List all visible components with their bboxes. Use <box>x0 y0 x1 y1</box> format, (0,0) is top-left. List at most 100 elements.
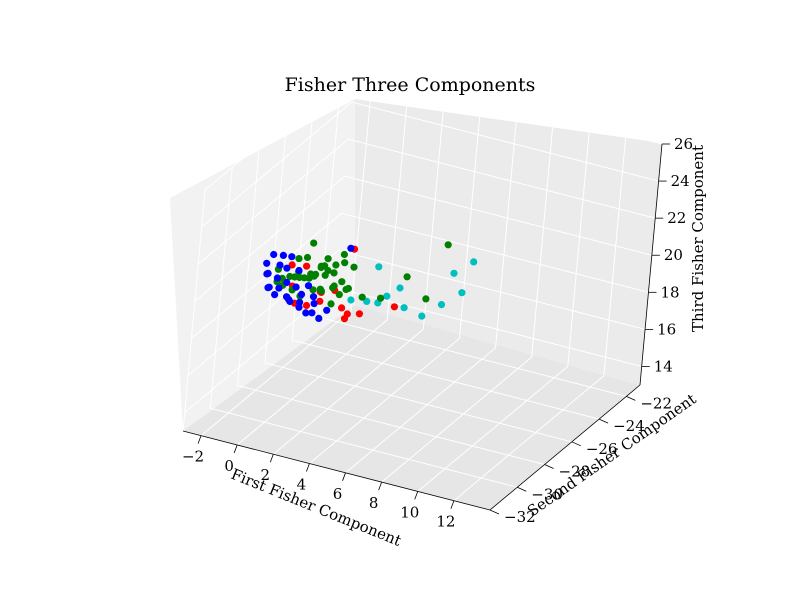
data-point-blue <box>275 284 283 292</box>
x-tick-label: 2 <box>261 466 271 484</box>
data-point-cyan <box>383 292 391 300</box>
grid-line <box>197 138 349 265</box>
y-tick-label: −26 <box>586 440 618 458</box>
data-point-cyan <box>470 258 478 266</box>
grid-line <box>201 101 352 228</box>
data-point-blue <box>283 264 291 272</box>
data-point-red <box>316 297 324 305</box>
x-tick-mark <box>342 472 346 481</box>
grid-line <box>200 310 352 437</box>
z-tick-label: 18 <box>660 283 679 301</box>
data-point-red <box>355 310 363 318</box>
grid-line <box>386 78 410 320</box>
y-axis-line <box>489 384 641 511</box>
data-point-blue <box>315 314 323 322</box>
data-point-blue <box>263 259 271 267</box>
data-point-blue <box>288 253 296 261</box>
data-point-blue <box>295 266 303 275</box>
data-point-cyan <box>347 296 355 304</box>
grid-line <box>422 88 446 330</box>
grid-line <box>567 125 591 367</box>
data-point-cyan <box>450 269 458 277</box>
data-point-blue <box>309 293 318 301</box>
grid-line <box>210 407 518 488</box>
data-point-green <box>377 294 385 302</box>
data-point-red <box>302 301 311 310</box>
z-tick-label: 20 <box>664 246 683 264</box>
x-tick-labels: −2 0 2 4 6 8 10 12 <box>182 448 455 531</box>
z-tick-label: 26 <box>674 135 693 153</box>
data-point-green <box>321 271 329 279</box>
data-point-green <box>341 259 349 267</box>
data-point-red <box>338 304 346 312</box>
y-tick-mark <box>626 395 636 401</box>
data-point-blue <box>283 278 291 287</box>
data-point-green <box>340 250 348 259</box>
x-tick-mark <box>269 454 274 463</box>
grid-line <box>291 339 600 420</box>
x-tick-mark <box>450 500 455 509</box>
grid-line <box>236 319 388 446</box>
y-tick-mark <box>544 464 554 469</box>
data-point-blue <box>273 274 281 282</box>
grid-line <box>209 167 233 409</box>
grid-line <box>187 250 339 376</box>
grid-line <box>354 64 663 145</box>
y-tick-label: −22 <box>640 394 672 412</box>
data-point-green <box>310 239 318 247</box>
grid-line <box>603 134 627 376</box>
data-point-green <box>286 272 294 281</box>
x-tick-mark <box>378 481 383 491</box>
data-point-green <box>327 300 335 308</box>
x-tick-label: 8 <box>369 494 379 512</box>
grid-line <box>184 287 336 413</box>
data-point-blue <box>296 298 304 306</box>
grid-line <box>309 338 460 464</box>
data-point-blue <box>264 284 272 292</box>
data-point-green <box>350 263 358 271</box>
data-point-green <box>335 291 343 299</box>
x-tick-mark <box>414 491 419 500</box>
z-tick-label: 22 <box>667 209 686 227</box>
grid-line <box>348 138 656 219</box>
data-point-red <box>340 315 349 323</box>
grid-line <box>334 286 642 367</box>
data-point-blue <box>283 293 291 301</box>
grid-line <box>182 189 206 432</box>
z-tick-label: 24 <box>671 172 690 190</box>
data-point-cyan <box>418 312 426 320</box>
data-point-green <box>295 255 303 263</box>
data-point-cyan <box>458 289 466 297</box>
data-point-blue <box>276 261 284 269</box>
z-tick-label: 16 <box>657 320 676 338</box>
grid-line <box>337 249 646 330</box>
data-point-blue <box>264 269 272 277</box>
data-point-blue <box>279 251 287 259</box>
grid-line <box>237 385 545 466</box>
y-tick-label: −28 <box>559 463 591 481</box>
data-point-cyan <box>375 263 383 271</box>
y-tick-label: −30 <box>531 485 563 503</box>
y-tick-mark <box>598 418 609 424</box>
grid-line <box>264 121 288 363</box>
grid-line <box>417 366 569 492</box>
data-point-cyan <box>400 304 408 312</box>
data-point-blue <box>270 250 278 259</box>
grid-line <box>531 116 555 358</box>
x-tick-mark <box>233 444 238 454</box>
data-point-blue <box>304 282 313 290</box>
grid-line <box>351 101 659 182</box>
z-axis-label: Third Fisher Component <box>689 145 707 332</box>
grid-line <box>272 328 424 455</box>
data-point-green <box>303 253 312 262</box>
data-point-blue <box>310 300 318 308</box>
data-point-blue <box>271 291 279 299</box>
data-point-cyan <box>437 301 446 309</box>
data-point-green <box>317 287 325 295</box>
x-tick-label: 12 <box>436 513 455 531</box>
data-point-blue <box>323 306 331 314</box>
data-points <box>263 239 478 323</box>
data-point-red <box>288 261 296 269</box>
data-point-green <box>330 282 338 290</box>
